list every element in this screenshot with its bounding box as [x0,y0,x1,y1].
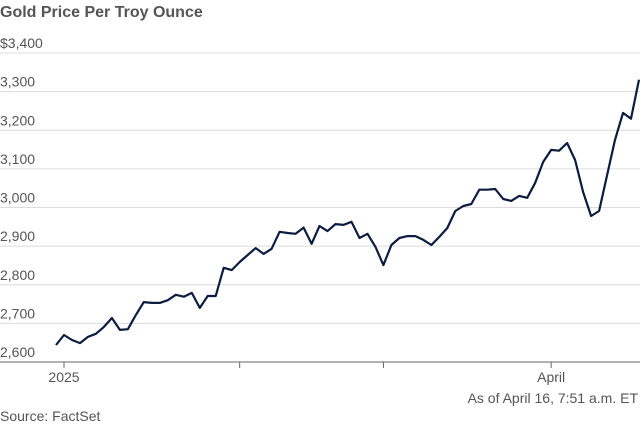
y-tick-label: 2,900 [0,228,35,244]
source: Source: FactSet [0,408,100,424]
y-tick-label: 3,300 [0,74,35,90]
y-tick-label: 2,600 [0,344,35,360]
y-tick-label: 3,100 [0,151,35,167]
x-tick-label: April [537,369,565,385]
y-tick-label: 3,200 [0,112,35,128]
x-tick-label: 2025 [48,369,79,385]
y-tick-label: 2,800 [0,267,35,283]
y-tick-label: 2,700 [0,305,35,321]
y-tick-label: 3,000 [0,190,35,206]
y-tick-label: $3,400 [0,35,43,51]
chart-title: Gold Price Per Troy Ounce [0,4,203,21]
note: As of April 16, 7:51 a.m. ET [468,390,639,406]
line [55,79,640,346]
